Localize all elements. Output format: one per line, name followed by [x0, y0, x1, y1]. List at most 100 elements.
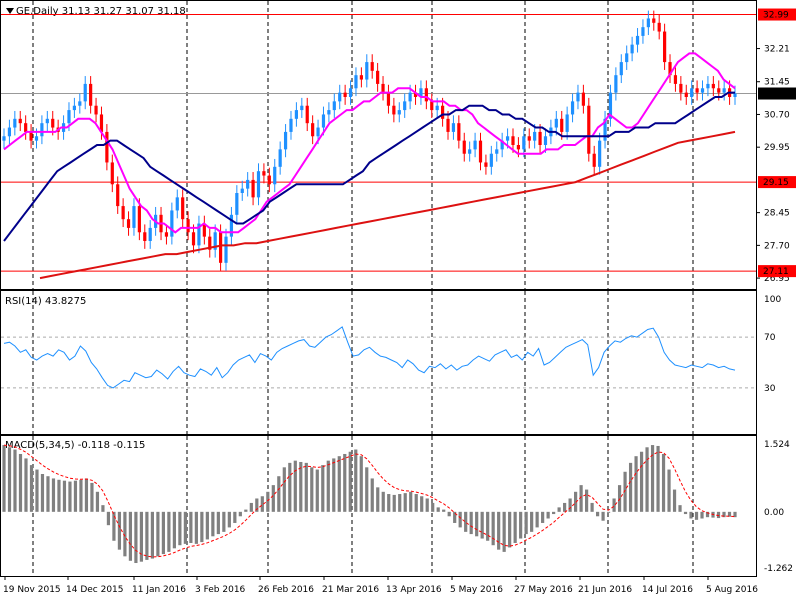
candle-body — [538, 131, 542, 145]
candle-body — [392, 105, 396, 115]
macd-histogram-bar — [656, 445, 660, 512]
macd-histogram-bar — [612, 498, 616, 512]
candle-body — [7, 127, 12, 137]
candle-body — [641, 27, 645, 36]
candle-body — [684, 92, 688, 97]
macd-histogram-bar — [722, 511, 726, 518]
candle-body — [706, 83, 710, 89]
candle-body — [283, 131, 288, 150]
x-axis-label: 21 Jun 2016 — [578, 585, 632, 595]
macd-histogram-bar — [332, 458, 336, 512]
candle-body — [462, 140, 466, 154]
candle-body — [121, 206, 125, 220]
candle-body — [663, 31, 667, 63]
macd-histogram-bar — [84, 478, 89, 512]
macd-histogram-bar — [716, 511, 721, 519]
candle-body — [505, 136, 510, 141]
macd-histogram-bar — [508, 511, 512, 548]
price-axis-label: 28.45 — [764, 209, 790, 219]
candle-body — [29, 131, 33, 141]
macd-histogram-bar — [216, 511, 220, 535]
x-axis-label: 19 Nov 2015 — [3, 585, 61, 595]
macd-histogram-bar — [519, 511, 523, 539]
macd-histogram-bar — [354, 449, 358, 512]
macd-histogram-bar — [24, 458, 28, 512]
candle-body — [381, 83, 385, 93]
macd-histogram-bar — [200, 511, 204, 543]
moving-average-line — [3, 52, 736, 234]
candle-body — [581, 92, 585, 106]
x-axis-label: 26 Feb 2016 — [258, 585, 314, 595]
macd-histogram-bar — [238, 511, 242, 517]
macd-histogram-bar — [68, 481, 72, 512]
candle-body — [527, 136, 531, 141]
candle-body — [143, 232, 147, 241]
macd-histogram-bar — [244, 509, 248, 512]
macd-histogram-bar — [606, 511, 611, 513]
candle-body — [376, 70, 380, 84]
candle-body — [170, 210, 174, 237]
candle-body — [619, 62, 623, 76]
macd-histogram-bar — [205, 511, 209, 540]
rsi-line — [3, 326, 736, 389]
candle-body — [83, 83, 87, 102]
candle-body — [246, 179, 250, 189]
candle-body — [711, 83, 715, 89]
candle-body — [354, 75, 358, 89]
candle-body — [251, 179, 255, 198]
macd-histogram-bar — [321, 465, 325, 512]
candle-body — [300, 105, 304, 111]
macd-histogram-bar — [497, 511, 501, 550]
macd-histogram-bar — [645, 447, 649, 512]
candle-body — [72, 105, 76, 111]
candle-body — [441, 105, 445, 119]
macd-signal-line — [3, 444, 736, 558]
macd-histogram-bar — [359, 456, 363, 512]
macd-histogram-bar — [530, 511, 534, 532]
macd-histogram-bar — [453, 511, 457, 523]
dropdown-triangle-icon[interactable] — [6, 8, 14, 14]
macd-histogram-bar — [211, 511, 215, 537]
macd-histogram-bar — [370, 478, 374, 512]
macd-histogram-bar — [101, 505, 105, 512]
candle-body — [267, 175, 271, 185]
macd-histogram-bar — [222, 511, 226, 532]
candle-body — [435, 105, 439, 111]
candle-body — [89, 83, 93, 106]
macd-histogram-bar — [524, 511, 528, 535]
macd-histogram-bar — [650, 445, 655, 512]
candle-body — [191, 232, 196, 246]
macd-histogram-bar — [57, 479, 61, 512]
candle-body — [403, 101, 407, 111]
candle-body — [533, 131, 537, 141]
candle-body — [45, 118, 49, 124]
macd-histogram-bar — [590, 502, 594, 512]
rsi-panel-frame — [0, 290, 757, 435]
macd-histogram-bar — [683, 511, 688, 515]
macd-histogram-bar — [541, 511, 545, 523]
candle-body — [679, 83, 683, 93]
level-label: 29.15 — [763, 178, 789, 188]
candle-body — [446, 118, 450, 132]
macd-histogram-bar — [282, 467, 286, 512]
candle-body — [67, 110, 71, 124]
candle-body — [722, 88, 726, 93]
candle-body — [652, 18, 656, 23]
candle-body — [576, 92, 580, 102]
x-axis-label: 21 Mar 2016 — [322, 585, 379, 595]
rsi-axis-label: 100 — [764, 295, 781, 305]
macd-histogram-bar — [672, 489, 677, 512]
macd-histogram-bar — [442, 509, 446, 512]
candle-body — [229, 214, 234, 237]
level-label: 32.99 — [763, 11, 789, 21]
candle-body — [24, 123, 28, 132]
macd-histogram-bar — [348, 451, 352, 512]
candle-body — [40, 123, 44, 137]
macd-histogram-bar — [277, 476, 281, 512]
candle-body — [608, 92, 613, 119]
macd-histogram-bar — [513, 511, 517, 543]
candle-body — [500, 140, 504, 150]
macd-histogram-bar — [623, 471, 627, 512]
moving-average-line — [39, 130, 736, 280]
candle-body — [332, 101, 336, 111]
